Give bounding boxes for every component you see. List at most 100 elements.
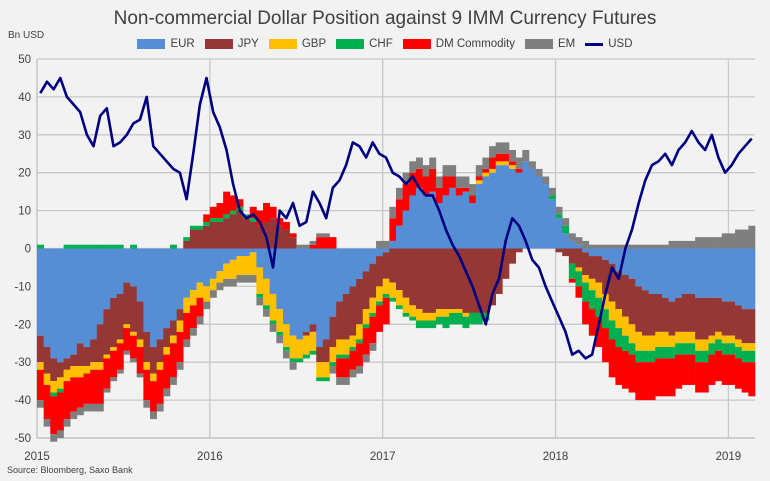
bar-segment-eur [83,248,91,348]
bar-segment-jpy [356,278,364,325]
bar-segment-em [409,161,417,173]
bar-segment-gbp [309,331,317,351]
bar-segment-em [555,206,563,215]
bar-segment-gbp [103,354,111,359]
bar-segment-dm-commodity [675,354,683,389]
bar-segment-jpy [156,339,164,363]
bar-segment-eur [37,248,44,336]
bar-segment-dm-commodity [236,199,244,207]
bar-segment-em [389,206,397,219]
bar-segment-chf [243,214,251,219]
bar-segment-chf [462,316,470,329]
bar-segment-eur [203,248,211,287]
bar-segment-eur [216,248,224,272]
bar-segment-chf [622,335,629,351]
y-tick-label: 40 [18,92,31,104]
bar-segment-chf [130,244,138,249]
bar-segment-dm-commodity [37,369,44,401]
bar-segment-jpy [236,210,244,249]
bar-segment-dm-commodity [615,347,623,385]
bar-segment-chf [655,347,663,359]
bar-segment-chf [256,293,264,298]
bar-segment-eur [302,248,310,332]
bar-segment-jpy [76,343,84,366]
legend-swatch [585,42,604,46]
bar-segment-chf [422,320,430,329]
bar-segment-jpy [715,297,723,332]
bar-segment-eur [648,248,656,294]
bar-segment-em [535,168,543,177]
bar-segment-dm-commodity [183,312,191,340]
bar-segment-em [176,362,184,370]
bar-segment-dm-commodity [249,206,257,219]
legend-label: EM [558,38,576,50]
bar-segment-em [289,362,297,370]
bar-segment-eur [336,248,344,302]
bar-segment-em [116,369,124,374]
bar-segment-gbp [256,267,264,294]
bar-segment-gbp [223,263,231,279]
bar-segment-gbp [382,278,390,294]
bar-segment-gbp [203,286,211,302]
bar-segment-jpy [50,358,58,382]
bar-segment-gbp [489,168,497,173]
bar-segment-dm-commodity [356,343,364,366]
bar-segment-gbp [296,339,304,359]
bar-segment-em [83,403,91,412]
bar-segment-dm-commodity [289,233,297,238]
bar-segment-gbp [376,286,384,302]
bar-segment-chf [608,320,616,340]
bar-segment-gbp [721,335,729,344]
bar-segment-gbp [269,293,277,321]
bar-segment-eur [575,244,583,249]
bar-segment-chf [681,343,689,355]
bar-segment-eur [522,161,530,249]
bar-segment-gbp [130,331,138,336]
bar-segment-jpy [509,248,516,264]
bar-segment-dm-commodity [316,237,324,249]
bar-segment-em [648,244,656,249]
x-tick-label: 2016 [197,451,223,463]
bar-segment-chf [641,350,649,363]
bar-segment-dm-commodity [269,206,277,219]
legend-swatch [525,39,553,49]
bar-segment-gbp [655,331,663,348]
bar-segment-jpy [309,324,317,332]
bar-segment-chf [628,343,636,355]
bar-segment-chf [389,297,397,302]
bar-segment-gbp [429,312,437,321]
bar-segment-eur [701,248,709,298]
bar-segment-eur [615,248,623,272]
bar-segment-gbp [349,335,357,348]
bar-segment-em [641,244,649,249]
x-tick-label: 2019 [716,451,742,463]
bar-segment-em [362,354,370,363]
bar-segment-em [735,229,743,249]
bar-segment-chf [708,343,716,355]
bar-segment-gbp [641,335,649,351]
bar-segment-jpy [110,297,118,348]
bar-segment-eur [156,248,164,340]
bar-segment-jpy [562,248,570,257]
bar-segment-chf [575,271,583,287]
bar-segment-chf [661,347,669,359]
legend-item: CHF [336,38,393,50]
bar-segment-em [528,161,536,169]
bar-segment-jpy [83,347,91,366]
bar-segment-dm-commodity [110,350,118,378]
bar-segment-eur [189,248,197,291]
bar-segment-chf [562,225,570,234]
bar-segment-em [668,240,676,249]
bar-segment-eur [635,248,643,287]
bar-segment-eur [263,248,270,279]
bar-segment-jpy [602,259,610,294]
bar-segment-eur [130,248,138,287]
bar-segment-jpy [748,309,756,344]
bar-segment-jpy [681,293,689,332]
bar-segment-gbp [110,347,118,351]
bar-segment-eur [316,248,324,348]
bar-segment-chf [648,350,656,363]
bar-segment-jpy [216,221,224,249]
bar-segment-dm-commodity [661,358,669,397]
bar-segment-chf [582,282,590,302]
